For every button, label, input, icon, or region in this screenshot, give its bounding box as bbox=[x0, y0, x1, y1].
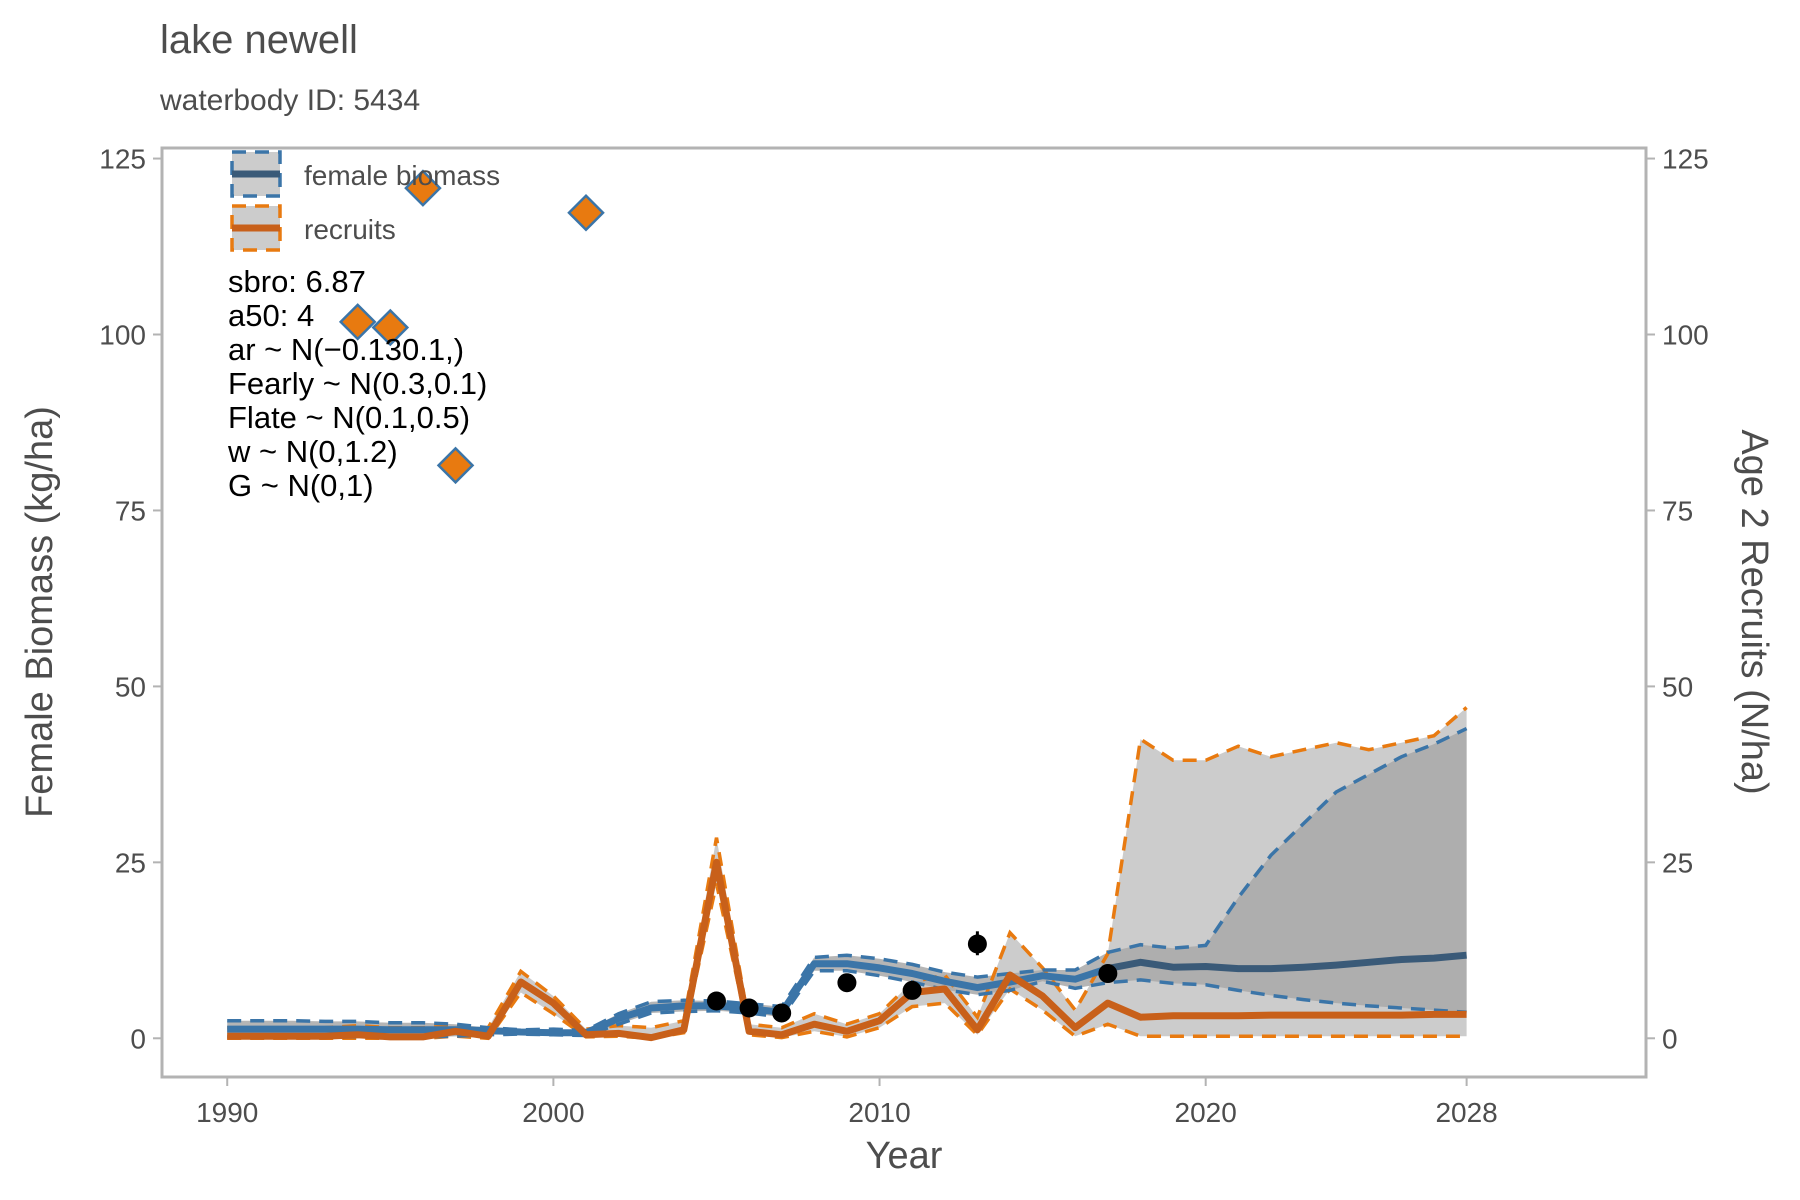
parameter-annotation: sbro: 6.87 bbox=[228, 264, 366, 299]
x-tick-label: 2020 bbox=[1175, 1097, 1237, 1128]
y-right-tick-label: 0 bbox=[1662, 1023, 1678, 1054]
series-lines bbox=[227, 706, 1468, 1042]
y-left-tick-label: 50 bbox=[115, 671, 146, 702]
parameter-annotation: Fearly ~ N(0.3,0.1) bbox=[228, 366, 487, 401]
y-right-tick-label: 125 bbox=[1662, 144, 1709, 175]
plot-panel-border bbox=[160, 146, 1648, 1079]
chart-title: lake newell bbox=[160, 18, 358, 62]
y-right-tick-label: 50 bbox=[1662, 671, 1693, 702]
legend: female biomass recruits bbox=[230, 150, 500, 252]
y-left-tick-label: 0 bbox=[130, 1023, 146, 1054]
y-axis-right-label: Age 2 Recruits (N/ha) bbox=[1733, 429, 1775, 794]
x-tick-label: 2010 bbox=[848, 1097, 910, 1128]
biomass-observation-point bbox=[967, 934, 987, 954]
uncertainty-bands bbox=[227, 707, 1467, 1039]
observation-points bbox=[338, 169, 1118, 1023]
parameter-annotation: G ~ N(0,1) bbox=[228, 468, 374, 503]
recruit-observation-diamond bbox=[567, 193, 605, 232]
x-tick-label: 1990 bbox=[196, 1097, 258, 1128]
x-tick-label: 2028 bbox=[1435, 1097, 1497, 1128]
y-left-tick-label: 100 bbox=[99, 320, 146, 351]
y-left-tick-label: 25 bbox=[115, 847, 146, 878]
recruit-observation-diamond bbox=[436, 446, 475, 485]
biomass-projection-line bbox=[1107, 951, 1467, 973]
biomass-lower-bound bbox=[227, 968, 1467, 1039]
recruit-observation-diamond bbox=[371, 308, 410, 347]
y-left-tick-label: 125 bbox=[99, 144, 146, 175]
parameter-annotation: ar ~ N(−0.130.1,) bbox=[228, 332, 464, 367]
biomass-upper-bound bbox=[227, 727, 1468, 1033]
biomass-observation-point bbox=[706, 991, 726, 1011]
x-axis-label: Year bbox=[866, 1135, 943, 1177]
axes: 1990 2000 2010 2020 2028 0 0 25 25 50 50 75 75 100 100… bbox=[99, 144, 1708, 1128]
recruits-upper-bound bbox=[227, 706, 1468, 1031]
legend-entry-label: female biomass bbox=[304, 160, 500, 191]
y-axis-left-label: Female Biomass (kg/ha) bbox=[19, 406, 61, 818]
recruits-lower-bound bbox=[227, 883, 1467, 1041]
recruit-observation-diamond bbox=[338, 303, 377, 341]
y-right-tick-label: 25 bbox=[1662, 847, 1693, 878]
biomass-median-line bbox=[227, 960, 1109, 1037]
biomass-observation-point bbox=[1098, 964, 1118, 984]
recruits-median-line bbox=[227, 858, 1467, 1042]
recruit-observation-diamond bbox=[404, 169, 442, 207]
parameter-annotation: w ~ N(0,1.2) bbox=[227, 434, 398, 469]
y-right-tick-label: 100 bbox=[1662, 320, 1709, 351]
biomass-observation-point bbox=[902, 980, 922, 1000]
biomass-observation-point bbox=[837, 973, 857, 993]
y-right-tick-label: 75 bbox=[1662, 495, 1693, 526]
biomass-observation-point bbox=[739, 998, 759, 1018]
biomass-band bbox=[227, 728, 1467, 1037]
y-left-tick-label: 75 bbox=[115, 495, 146, 526]
parameter-annotation: Flate ~ N(0.1,0.5) bbox=[228, 400, 470, 435]
biomass-observation-point bbox=[772, 1003, 792, 1023]
legend-entry-label: recruits bbox=[304, 214, 396, 245]
x-tick-label: 2000 bbox=[522, 1097, 584, 1128]
chart-subtitle: waterbody ID: 5434 bbox=[160, 84, 421, 117]
parameter-annotation: a50: 4 bbox=[228, 298, 314, 333]
